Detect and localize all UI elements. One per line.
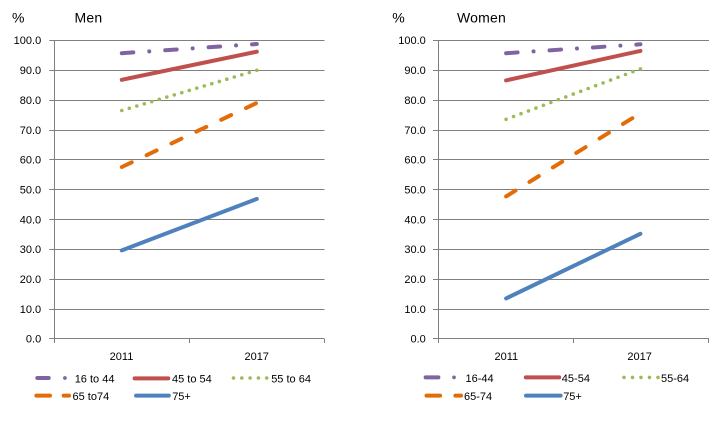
svg-text:45-54: 45-54 xyxy=(562,373,590,385)
svg-text:100.0: 100.0 xyxy=(398,35,426,47)
svg-text:20.0: 20.0 xyxy=(404,274,425,286)
svg-text:60.0: 60.0 xyxy=(20,155,41,167)
svg-text:60.0: 60.0 xyxy=(404,155,425,167)
svg-text:65-74: 65-74 xyxy=(464,391,492,403)
svg-text:80.0: 80.0 xyxy=(20,95,41,107)
svg-text:55 to 64: 55 to 64 xyxy=(271,374,311,386)
svg-text:40.0: 40.0 xyxy=(20,214,41,226)
svg-text:70.0: 70.0 xyxy=(404,125,425,137)
svg-text:45 to 54: 45 to 54 xyxy=(172,374,212,386)
svg-text:20.0: 20.0 xyxy=(20,274,41,286)
svg-text:75+: 75+ xyxy=(563,391,582,403)
svg-text:Women: Women xyxy=(457,10,506,26)
svg-text:16 to 44: 16 to 44 xyxy=(75,374,115,386)
svg-text:2017: 2017 xyxy=(627,351,651,363)
svg-text:50.0: 50.0 xyxy=(404,184,425,196)
svg-text:30.0: 30.0 xyxy=(20,244,41,256)
svg-text:50.0: 50.0 xyxy=(20,184,41,196)
svg-text:16-44: 16-44 xyxy=(466,373,494,385)
svg-text:10.0: 10.0 xyxy=(20,304,41,316)
svg-text:30.0: 30.0 xyxy=(404,244,425,256)
svg-text:90.0: 90.0 xyxy=(404,65,425,77)
svg-text:Men: Men xyxy=(75,10,103,26)
svg-text:%: % xyxy=(12,10,24,26)
svg-text:2011: 2011 xyxy=(110,351,134,363)
svg-text:70.0: 70.0 xyxy=(20,125,41,137)
svg-text:90.0: 90.0 xyxy=(20,65,41,77)
svg-text:10.0: 10.0 xyxy=(404,304,425,316)
svg-text:%: % xyxy=(392,10,404,26)
svg-text:80.0: 80.0 xyxy=(404,95,425,107)
svg-text:100.0: 100.0 xyxy=(14,35,42,47)
svg-text:2011: 2011 xyxy=(494,351,518,363)
svg-text:0.0: 0.0 xyxy=(26,334,41,346)
svg-text:2017: 2017 xyxy=(244,351,268,363)
svg-text:65 to74: 65 to74 xyxy=(73,391,110,403)
svg-text:0.0: 0.0 xyxy=(411,334,426,346)
svg-text:40.0: 40.0 xyxy=(404,214,425,226)
svg-text:55-64: 55-64 xyxy=(661,373,689,385)
svg-text:75+: 75+ xyxy=(172,391,191,403)
